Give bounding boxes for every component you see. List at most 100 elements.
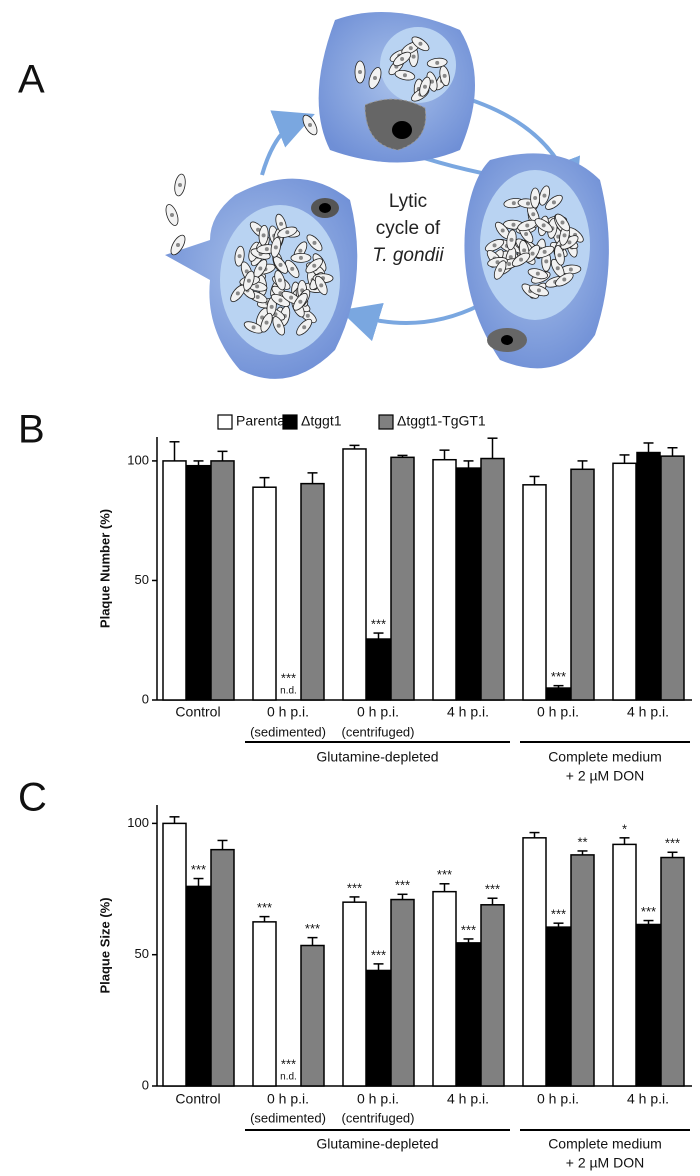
bar	[300, 482, 325, 701]
parasite-nucleus	[273, 245, 278, 250]
bar	[480, 457, 505, 701]
bar	[456, 467, 481, 701]
bar	[252, 486, 277, 701]
lytic-cycle-diagram: Lytic cycle of T. gondii	[165, 12, 609, 379]
error-bar	[307, 936, 318, 946]
parasite-nucleus	[557, 253, 562, 258]
parasite-nucleus	[519, 257, 524, 262]
significance-label: ***	[551, 907, 566, 922]
error-bar	[259, 915, 270, 922]
group-label: Complete medium	[548, 1136, 662, 1152]
error-bar	[553, 684, 564, 689]
significance-label: ***	[485, 882, 500, 897]
parasite-nucleus	[237, 254, 242, 259]
parasite-nucleus	[525, 201, 530, 206]
significance-label: ***	[371, 947, 386, 962]
bar	[186, 885, 211, 1087]
bar	[546, 926, 571, 1087]
x-tick-label: 0 h p.i.	[357, 1091, 399, 1107]
x-tick-label: 4 h p.i.	[447, 1091, 489, 1107]
diagram-caption: Lytic	[389, 191, 427, 212]
bar	[636, 923, 661, 1087]
error-bar	[193, 877, 204, 887]
bar	[252, 921, 277, 1087]
parasite-nucleus	[524, 232, 529, 237]
y-axis-title: Plaque Number (%)	[97, 509, 112, 628]
parasite-nucleus	[277, 278, 282, 283]
error-bar	[217, 839, 228, 850]
bar	[366, 969, 391, 1087]
parasite-nucleus	[305, 313, 310, 318]
bar	[546, 687, 571, 701]
parasite-nucleus	[508, 255, 513, 260]
y-tick-label: 50	[135, 946, 149, 961]
parasite-nucleus	[400, 56, 405, 61]
error-bar	[259, 476, 270, 488]
parasite-nucleus	[373, 76, 377, 80]
parasite-nucleus	[568, 267, 573, 272]
error-bar	[373, 632, 384, 640]
significance-label: ***	[641, 904, 656, 919]
bar	[480, 904, 505, 1087]
parasite-nucleus	[511, 201, 516, 206]
error-bar	[487, 437, 498, 459]
parasite-nucleus	[408, 46, 413, 51]
nucleolus	[319, 203, 331, 213]
bar	[342, 448, 367, 701]
error-bar	[643, 442, 654, 453]
bar	[390, 898, 415, 1087]
parasite-nucleus	[551, 200, 556, 205]
bar	[612, 462, 637, 701]
parasite-nucleus	[509, 237, 514, 242]
x-tick-label: Control	[175, 704, 220, 720]
bar	[522, 484, 547, 701]
error-bar	[553, 922, 564, 928]
parasite-nucleus	[170, 213, 174, 217]
category-note: (sedimented)	[250, 1110, 326, 1125]
parasite-nucleus	[418, 41, 423, 46]
bar	[432, 890, 457, 1087]
parasite-nucleus	[264, 247, 269, 252]
x-tick-label: 0 h p.i.	[537, 704, 579, 720]
y-tick-label: 0	[142, 691, 149, 706]
error-bar	[667, 851, 678, 858]
parasite-nucleus	[422, 84, 427, 89]
parasite-nucleus	[261, 233, 266, 238]
parasite-nucleus	[312, 263, 317, 268]
significance-label: ***	[347, 880, 362, 895]
bar	[456, 942, 481, 1087]
parasite-nucleus	[567, 240, 572, 245]
parasite-nucleus	[429, 79, 434, 84]
parasite-nucleus	[522, 248, 527, 253]
parasite-nucleus	[298, 255, 303, 260]
parasite-nucleus	[278, 262, 283, 267]
parasite-nucleus	[289, 295, 294, 300]
error-bar	[577, 850, 588, 855]
significance-label: ***	[665, 836, 680, 851]
significance-label: *	[622, 821, 627, 836]
significance-label: ***	[191, 862, 206, 877]
significance-label: ***	[461, 922, 476, 937]
error-bar	[529, 475, 540, 485]
y-tick-label: 100	[127, 452, 149, 467]
bar	[522, 837, 547, 1087]
diagram-caption: T. gondii	[372, 245, 444, 266]
note-label: n.d.	[280, 1072, 297, 1083]
x-tick-label: 0 h p.i.	[357, 704, 399, 720]
legend-swatch	[217, 414, 233, 430]
legend-label: Δtggt1	[301, 413, 342, 429]
parasite-nucleus	[535, 271, 540, 276]
parasite-nucleus	[402, 73, 407, 78]
parasite-nucleus	[251, 325, 256, 330]
legend-label: Parental	[236, 413, 288, 429]
significance-label: ***	[257, 900, 272, 915]
parasite-nucleus	[285, 230, 290, 235]
significance-label: **	[577, 834, 587, 849]
error-bar	[193, 460, 204, 466]
group-label: + 2 µM DON	[566, 1155, 644, 1171]
parasite-nucleus	[264, 320, 269, 325]
y-axis-title: Plaque Size (%)	[97, 897, 112, 993]
error-bar	[349, 896, 360, 903]
parasite-nucleus	[279, 221, 284, 226]
